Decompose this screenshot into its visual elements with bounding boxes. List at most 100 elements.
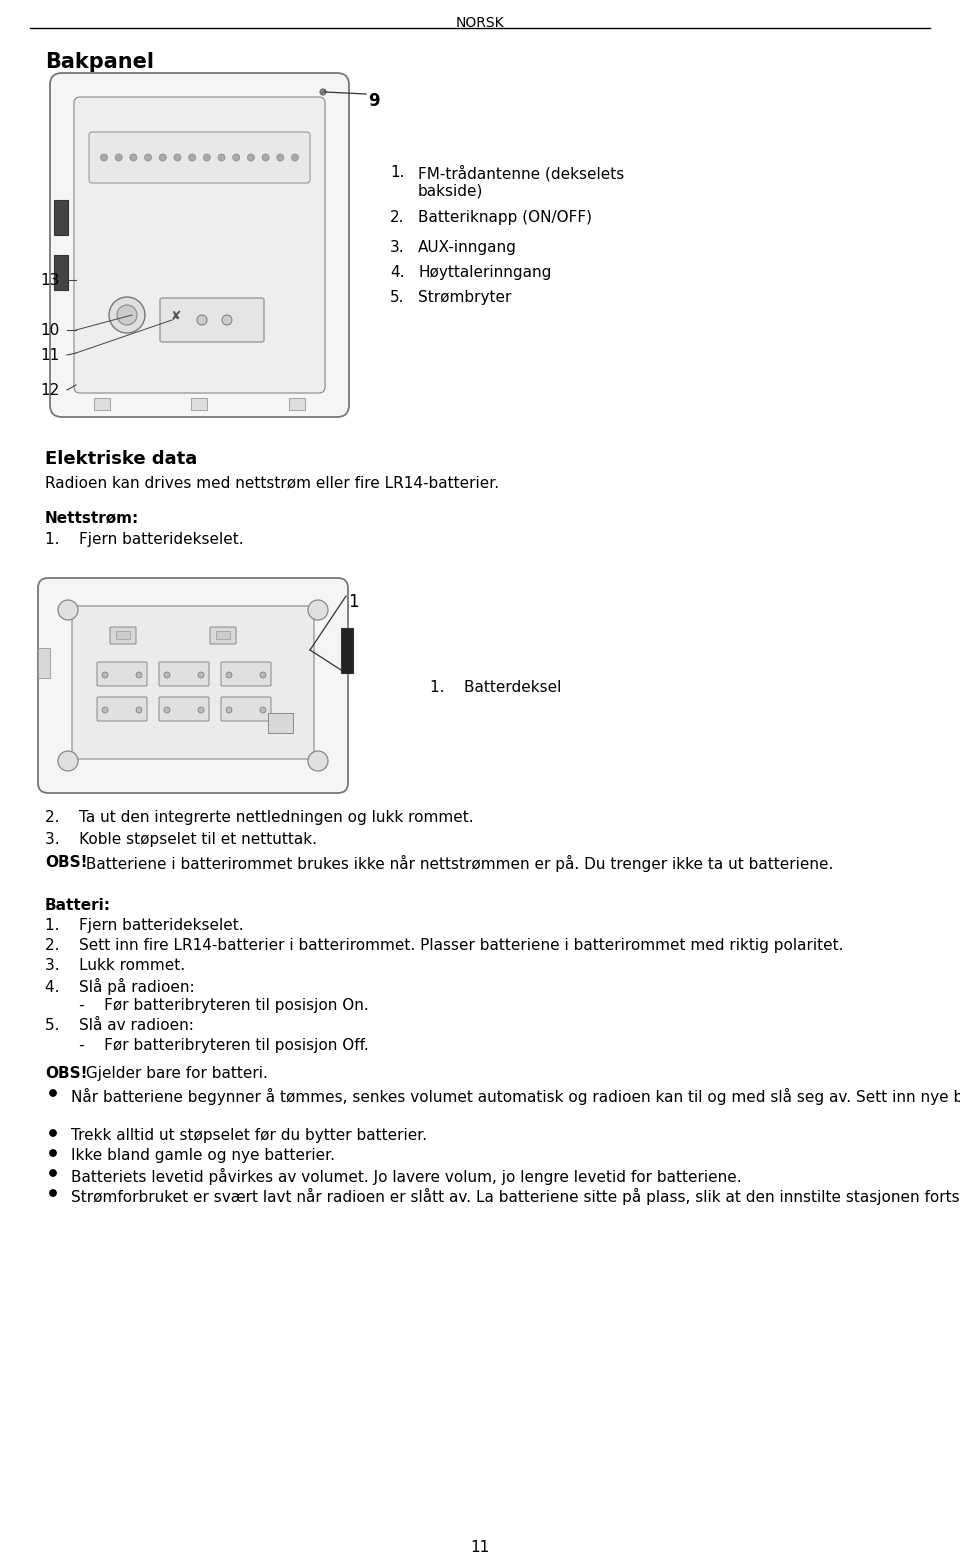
Circle shape xyxy=(308,751,328,771)
Circle shape xyxy=(102,707,108,713)
Circle shape xyxy=(218,155,225,161)
Circle shape xyxy=(50,1130,57,1136)
Text: 13: 13 xyxy=(40,273,60,287)
Bar xyxy=(191,398,207,411)
Circle shape xyxy=(164,671,170,677)
Circle shape xyxy=(197,315,207,325)
Circle shape xyxy=(164,707,170,713)
Text: Batteriets levetid påvirkes av volumet. Jo lavere volum, jo lengre levetid for b: Batteriets levetid påvirkes av volumet. … xyxy=(71,1168,742,1185)
Circle shape xyxy=(189,155,196,161)
Circle shape xyxy=(292,155,299,161)
Bar xyxy=(268,713,293,734)
Text: 12: 12 xyxy=(40,382,60,398)
FancyBboxPatch shape xyxy=(210,628,236,645)
Text: Ikke bland gamle og nye batterier.: Ikke bland gamle og nye batterier. xyxy=(71,1147,335,1163)
Circle shape xyxy=(58,599,78,620)
FancyBboxPatch shape xyxy=(72,606,314,759)
Bar xyxy=(54,200,68,236)
Text: NORSK: NORSK xyxy=(456,16,504,30)
Text: Høyttalerinngang: Høyttalerinngang xyxy=(418,265,551,279)
Text: 3.: 3. xyxy=(390,240,404,254)
FancyBboxPatch shape xyxy=(159,698,209,721)
Bar xyxy=(289,398,305,411)
Text: Trekk alltid ut støpselet før du bytter batterier.: Trekk alltid ut støpselet før du bytter … xyxy=(71,1129,427,1143)
Text: Når batteriene begynner å tømmes, senkes volumet automatisk og radioen kan til o: Når batteriene begynner å tømmes, senkes… xyxy=(71,1088,960,1105)
Circle shape xyxy=(262,155,269,161)
FancyBboxPatch shape xyxy=(38,578,348,793)
Text: 11: 11 xyxy=(40,348,60,364)
Circle shape xyxy=(226,707,232,713)
Text: Bakpanel: Bakpanel xyxy=(45,52,154,72)
Circle shape xyxy=(136,671,142,677)
Circle shape xyxy=(50,1169,57,1175)
Bar xyxy=(38,648,50,677)
Text: Gjelder bare for batteri.: Gjelder bare for batteri. xyxy=(81,1066,268,1082)
Circle shape xyxy=(308,599,328,620)
Text: 5.: 5. xyxy=(390,290,404,304)
Text: -    Før batteribryteren til posisjon On.: - Før batteribryteren til posisjon On. xyxy=(45,997,369,1013)
Text: FM-trådantenne (dekselets
bakside): FM-trådantenne (dekselets bakside) xyxy=(418,165,624,198)
Circle shape xyxy=(232,155,240,161)
Bar xyxy=(54,254,68,290)
Circle shape xyxy=(58,751,78,771)
Circle shape xyxy=(248,155,254,161)
Circle shape xyxy=(276,155,284,161)
Text: 4.    Slå på radioen:: 4. Slå på radioen: xyxy=(45,979,195,994)
Text: OBS!: OBS! xyxy=(45,855,87,869)
Text: 5.    Slå av radioen:: 5. Slå av radioen: xyxy=(45,1018,194,1033)
Circle shape xyxy=(320,89,326,95)
Text: Batteri:: Batteri: xyxy=(45,898,111,913)
Circle shape xyxy=(115,155,122,161)
Text: 2.: 2. xyxy=(390,211,404,225)
Circle shape xyxy=(174,155,181,161)
Circle shape xyxy=(102,671,108,677)
Text: -    Før batteribryteren til posisjon Off.: - Før batteribryteren til posisjon Off. xyxy=(45,1038,369,1054)
Text: 3.    Lukk rommet.: 3. Lukk rommet. xyxy=(45,958,185,973)
FancyBboxPatch shape xyxy=(50,73,349,417)
FancyBboxPatch shape xyxy=(221,662,271,685)
Bar xyxy=(216,631,230,638)
Circle shape xyxy=(198,671,204,677)
FancyBboxPatch shape xyxy=(160,298,264,342)
Circle shape xyxy=(136,707,142,713)
Text: Strømbryter: Strømbryter xyxy=(418,290,512,304)
Text: Strømforbruket er svært lavt når radioen er slått av. La batteriene sitte på pla: Strømforbruket er svært lavt når radioen… xyxy=(71,1188,960,1205)
Circle shape xyxy=(198,707,204,713)
Bar xyxy=(116,631,130,638)
Text: Batteriene i batterirommet brukes ikke når nettstrømmen er på. Du trenger ikke t: Batteriene i batterirommet brukes ikke n… xyxy=(81,855,833,873)
FancyBboxPatch shape xyxy=(97,662,147,685)
Text: Radioen kan drives med nettstrøm eller fire LR14-batterier.: Radioen kan drives med nettstrøm eller f… xyxy=(45,475,499,490)
Text: 2.    Sett inn fire LR14-batterier i batterirommet. Plasser batteriene i batteri: 2. Sett inn fire LR14-batterier i batter… xyxy=(45,938,844,954)
Circle shape xyxy=(109,297,145,332)
Circle shape xyxy=(204,155,210,161)
Circle shape xyxy=(101,155,108,161)
FancyBboxPatch shape xyxy=(221,698,271,721)
Circle shape xyxy=(50,1189,57,1196)
Circle shape xyxy=(222,315,232,325)
Text: ✘: ✘ xyxy=(170,311,180,323)
FancyBboxPatch shape xyxy=(74,97,325,393)
FancyBboxPatch shape xyxy=(110,628,136,645)
Text: 9: 9 xyxy=(368,92,379,109)
Text: Nettstrøm:: Nettstrøm: xyxy=(45,510,139,524)
Text: 10: 10 xyxy=(40,323,60,339)
Circle shape xyxy=(50,1090,57,1096)
Circle shape xyxy=(260,671,266,677)
Circle shape xyxy=(260,707,266,713)
Circle shape xyxy=(159,155,166,161)
Text: 1: 1 xyxy=(348,593,359,610)
FancyBboxPatch shape xyxy=(97,698,147,721)
Bar xyxy=(94,398,110,411)
Text: 1.: 1. xyxy=(390,165,404,180)
FancyBboxPatch shape xyxy=(159,662,209,685)
Circle shape xyxy=(117,304,137,325)
Circle shape xyxy=(50,1150,57,1157)
Text: Elektriske data: Elektriske data xyxy=(45,450,197,468)
Text: 2.    Ta ut den integrerte nettledningen og lukk rommet.: 2. Ta ut den integrerte nettledningen og… xyxy=(45,810,473,826)
Text: 1.    Fjern batteridekselet.: 1. Fjern batteridekselet. xyxy=(45,532,244,546)
Circle shape xyxy=(145,155,152,161)
FancyBboxPatch shape xyxy=(89,133,310,183)
Text: 1.    Fjern batteridekselet.: 1. Fjern batteridekselet. xyxy=(45,918,244,933)
Text: 1.    Batterdeksel: 1. Batterdeksel xyxy=(430,681,562,695)
Text: AUX-inngang: AUX-inngang xyxy=(418,240,516,254)
